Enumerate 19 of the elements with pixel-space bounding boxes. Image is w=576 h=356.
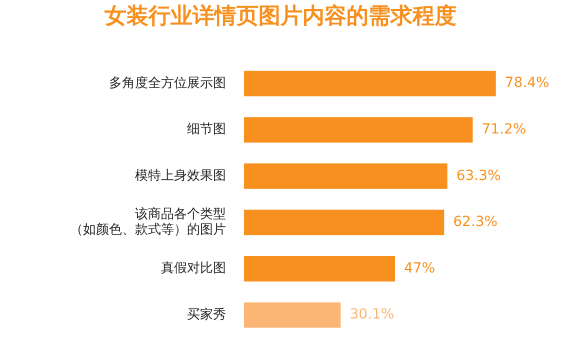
y-tick-label: 买家秀 <box>187 306 226 322</box>
y-tick-label: 真假对比图 <box>161 261 226 276</box>
data-label: 30.1% <box>350 306 394 323</box>
data-label: 63.3% <box>456 168 501 184</box>
y-tick-label: 细节图 <box>187 122 226 138</box>
data-label: 78.4% <box>504 75 550 92</box>
y-tick-label: 多角度全方位展示图 <box>109 74 226 91</box>
bar <box>244 256 395 282</box>
bar <box>244 210 444 236</box>
data-label: 71.2% <box>482 121 526 138</box>
chart-title: 女装行业详情页图片内容的需求程度 <box>104 2 456 29</box>
bar <box>244 163 448 189</box>
y-tick-label: 该商品各个类型（如颜色、款式等）的图片 <box>70 206 226 238</box>
bar <box>244 70 496 96</box>
bar <box>244 117 473 143</box>
bar <box>244 302 341 328</box>
data-label: 47% <box>404 260 436 276</box>
data-label: 62.3% <box>453 214 498 230</box>
y-tick-label: 模特上身效果图 <box>135 168 226 184</box>
